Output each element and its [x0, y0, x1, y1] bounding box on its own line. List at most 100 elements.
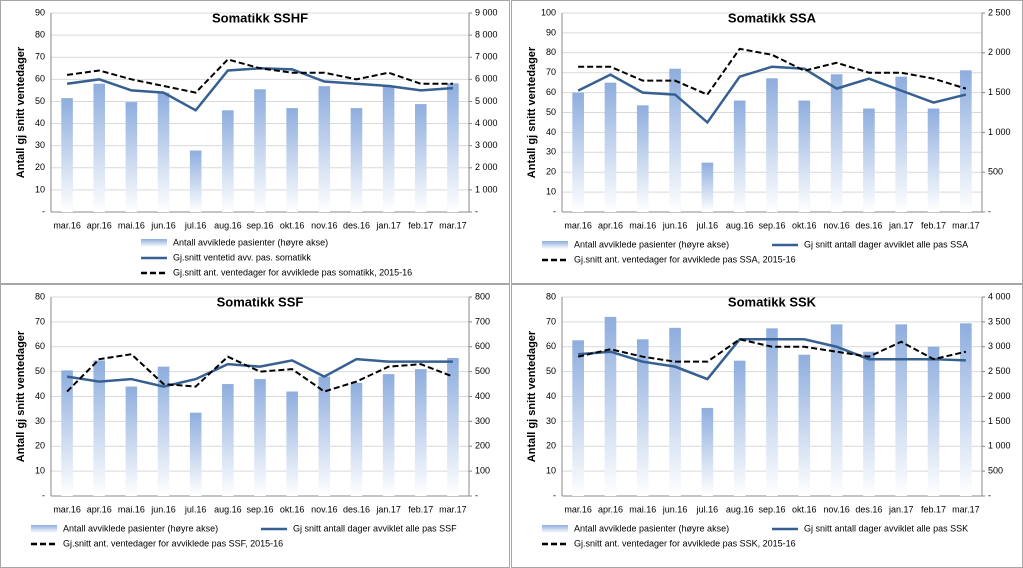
y2-tick-label: 9 000	[475, 7, 498, 17]
bar	[863, 108, 875, 212]
bar	[254, 89, 266, 212]
legend-swatch	[542, 241, 568, 249]
y-tick-label: 30	[35, 140, 45, 150]
x-tick-label: sep.16	[758, 220, 785, 230]
bar	[669, 68, 681, 212]
legend-label: Antall avviklede pasienter (høyre akse)	[574, 523, 729, 533]
x-tick-label: nov.16	[311, 220, 337, 230]
y-tick-label: 70	[546, 316, 556, 326]
y2-tick-label: 300	[475, 416, 490, 426]
x-tick-label: des.16	[855, 504, 882, 514]
bar	[286, 108, 298, 212]
bar	[447, 83, 459, 213]
legend-swatch	[141, 239, 167, 247]
chart-title: Somatikk SSK	[728, 294, 817, 309]
bar	[830, 324, 843, 496]
y-tick-label: 70	[35, 316, 45, 326]
legend-label: Gj.snitt ant. ventedager for avviklede p…	[574, 538, 796, 548]
x-tick-label: mar.17	[952, 504, 980, 514]
y2-tick-label: 3 000	[988, 341, 1011, 351]
bar	[960, 70, 972, 212]
y2-tick-label: 600	[475, 341, 490, 351]
x-tick-label: aug.16	[214, 220, 242, 230]
y-tick-label: 100	[541, 7, 556, 17]
line-series	[66, 357, 453, 388]
y-tick-label: -	[42, 490, 45, 500]
x-tick-label: aug.16	[726, 220, 754, 230]
bar	[125, 386, 138, 496]
y-tick-label: 30	[546, 416, 556, 426]
y-tick-label: 60	[35, 341, 45, 351]
y-tick-label: 50	[546, 107, 556, 117]
bar	[157, 366, 170, 496]
bar	[318, 86, 331, 212]
x-tick-label: jun.16	[662, 504, 688, 514]
y-tick-label: 50	[35, 366, 45, 376]
y-tick-label: 60	[546, 87, 556, 97]
x-tick-label: apr.16	[87, 220, 112, 230]
bar	[927, 108, 940, 212]
x-tick-label: nov.16	[823, 220, 849, 230]
y-tick-label: 90	[546, 27, 556, 37]
y-tick-label: 30	[35, 416, 45, 426]
y2-tick-label: 7 000	[475, 52, 498, 62]
y-tick-label: 40	[546, 391, 556, 401]
x-tick-label: jun.16	[150, 504, 176, 514]
legend-label: Gj snitt antall dager avviklet alle pas …	[293, 523, 457, 533]
x-tick-label: mai.16	[629, 220, 656, 230]
line-series	[578, 338, 966, 381]
x-tick-label: mai.16	[118, 504, 145, 514]
bar	[93, 83, 106, 212]
bar	[830, 74, 843, 213]
y-tick-label: 10	[546, 466, 556, 476]
y2-tick-label: 4 000	[988, 291, 1011, 301]
x-tick-label: jun.16	[662, 220, 688, 230]
x-tick-label: feb.17	[408, 220, 433, 230]
x-tick-label: mar.17	[952, 220, 980, 230]
bar	[636, 339, 649, 496]
x-tick-label: jul.16	[184, 220, 207, 230]
x-tick-label: apr.16	[598, 220, 623, 230]
bar	[382, 85, 395, 212]
y2-tick-label: 100	[475, 466, 490, 476]
bar	[636, 105, 649, 212]
x-tick-label: mar.16	[53, 504, 81, 514]
y-tick-label: 60	[35, 74, 45, 84]
x-tick-label: jul.16	[696, 220, 719, 230]
y2-tick-label: 500	[988, 466, 1003, 476]
line-series	[578, 47, 967, 96]
bar	[350, 108, 363, 212]
y2-tick-label: 5 000	[475, 96, 498, 106]
x-tick-label: sep.16	[246, 504, 273, 514]
x-tick-label: jan.17	[888, 504, 914, 514]
y-tick-label: 40	[35, 118, 45, 128]
y-tick-label: 60	[546, 341, 556, 351]
y-tick-label: 20	[35, 162, 45, 172]
x-tick-label: mai.16	[118, 220, 145, 230]
legend-label: Gj.snitt ant. ventedager for avviklede p…	[63, 538, 283, 548]
bar	[93, 360, 106, 496]
bar	[189, 150, 202, 212]
legend-label: Antall avviklede pasienter (høyre akse)	[173, 237, 328, 247]
y2-tick-label: 1 000	[475, 184, 498, 194]
bar	[414, 104, 427, 212]
y2-tick-label: 500	[988, 167, 1003, 177]
y-tick-label: 80	[546, 291, 556, 301]
y2-tick-label: 1 500	[988, 87, 1011, 97]
bar	[157, 92, 170, 212]
legend-label: Antall avviklede pasienter (høyre akse)	[63, 523, 218, 533]
x-tick-label: aug.16	[726, 504, 754, 514]
legend-label: Gj.snitt ventetid avv. pas. somatikk	[173, 252, 311, 262]
y-tick-label: 10	[546, 186, 556, 196]
bar	[701, 162, 714, 212]
y2-tick-label: 500	[475, 366, 490, 376]
y-tick-label: 30	[546, 147, 556, 157]
bar	[960, 323, 972, 496]
bar	[927, 346, 940, 496]
bar	[61, 98, 73, 212]
y2-tick-label: 1 500	[988, 416, 1011, 426]
bar	[286, 391, 298, 496]
bar	[125, 102, 138, 212]
bar	[766, 78, 778, 212]
x-tick-label: okt.16	[280, 220, 305, 230]
